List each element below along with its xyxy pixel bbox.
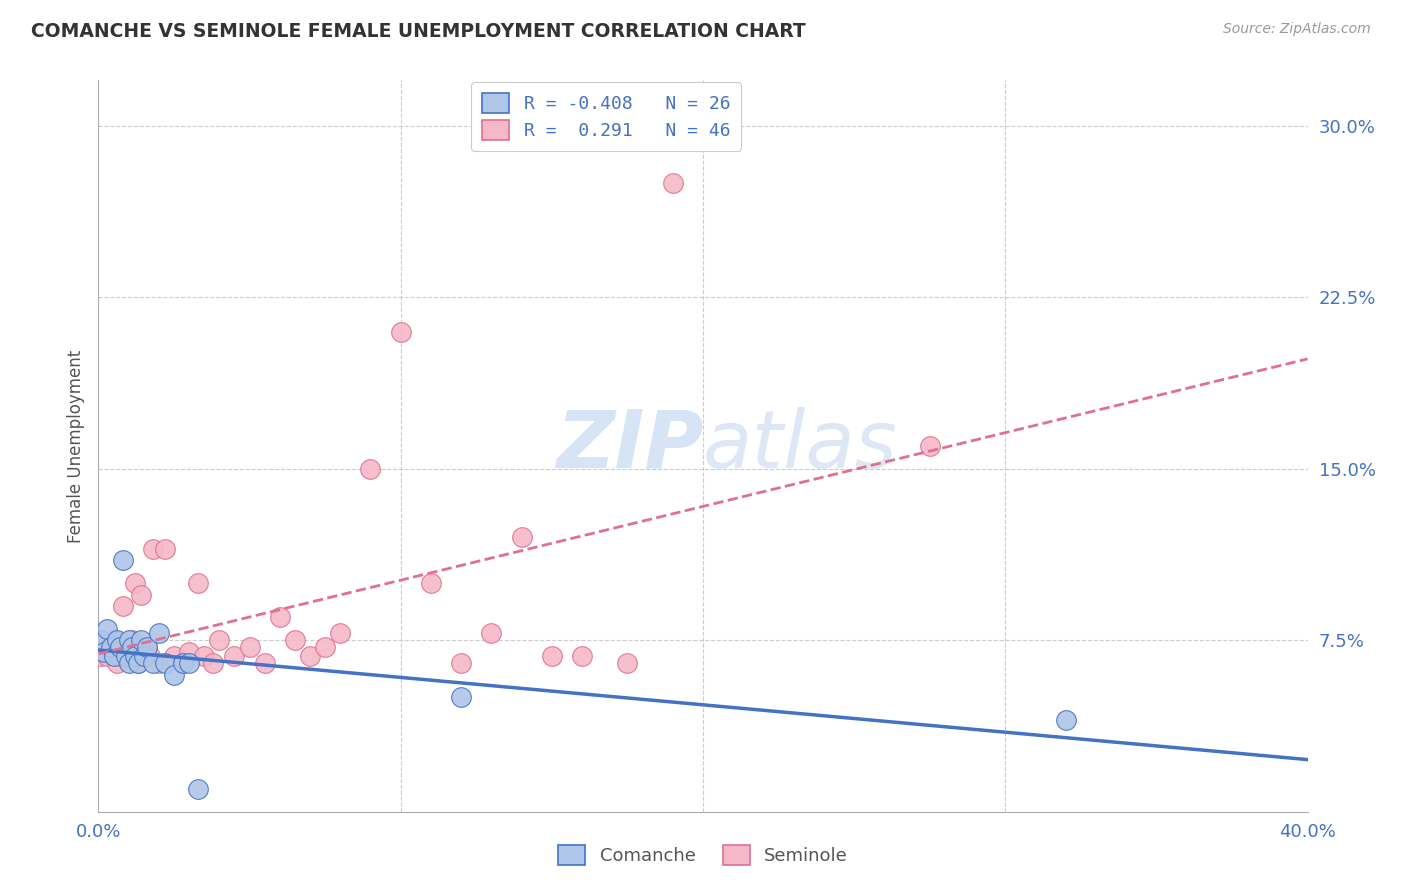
Point — [187, 781, 209, 796]
Point — [142, 656, 165, 670]
Point — [571, 649, 593, 664]
Point — [153, 541, 176, 556]
Point — [163, 667, 186, 681]
Point — [121, 640, 143, 655]
Point — [132, 649, 155, 664]
Point — [121, 633, 143, 648]
Point — [93, 640, 115, 655]
Point — [1054, 714, 1077, 728]
Text: atlas: atlas — [703, 407, 898, 485]
Point — [148, 626, 170, 640]
Text: Source: ZipAtlas.com: Source: ZipAtlas.com — [1223, 22, 1371, 37]
Point — [100, 640, 122, 655]
Legend: Comanche, Seminole: Comanche, Seminole — [551, 838, 855, 872]
Point — [360, 462, 382, 476]
Point — [420, 576, 443, 591]
Point — [103, 633, 125, 648]
Y-axis label: Female Unemployment: Female Unemployment — [66, 350, 84, 542]
Point — [918, 439, 941, 453]
Point — [100, 640, 122, 655]
Point — [450, 656, 472, 670]
Point — [187, 576, 209, 591]
Point — [111, 599, 134, 613]
Point — [114, 649, 136, 664]
Point — [510, 530, 533, 544]
Point — [105, 633, 128, 648]
Point — [314, 640, 336, 655]
Point — [389, 325, 412, 339]
Point — [139, 649, 162, 664]
Point — [118, 649, 141, 664]
Point — [202, 656, 225, 670]
Point — [239, 640, 262, 655]
Point — [481, 626, 503, 640]
Point — [124, 576, 146, 591]
Point — [450, 690, 472, 705]
Point — [132, 649, 155, 664]
Point — [127, 656, 149, 670]
Point — [193, 649, 215, 664]
Text: COMANCHE VS SEMINOLE FEMALE UNEMPLOYMENT CORRELATION CHART: COMANCHE VS SEMINOLE FEMALE UNEMPLOYMENT… — [31, 22, 806, 41]
Point — [108, 640, 131, 655]
Point — [127, 656, 149, 670]
Point — [111, 553, 134, 567]
Point — [269, 610, 291, 624]
Point — [135, 640, 157, 655]
Point — [96, 649, 118, 664]
Point — [129, 633, 152, 648]
Point — [208, 633, 231, 648]
Legend: R = -0.408   N = 26, R =  0.291   N = 46: R = -0.408 N = 26, R = 0.291 N = 46 — [471, 82, 741, 151]
Point — [329, 626, 352, 640]
Point — [118, 633, 141, 648]
Point — [129, 588, 152, 602]
Point — [90, 633, 112, 648]
Point — [163, 649, 186, 664]
Point — [153, 656, 176, 670]
Point — [103, 649, 125, 664]
Point — [179, 656, 201, 670]
Point — [179, 645, 201, 659]
Point — [108, 649, 131, 664]
Point — [148, 656, 170, 670]
Point — [253, 656, 276, 670]
Point — [96, 622, 118, 636]
Point — [616, 656, 638, 670]
Point — [135, 640, 157, 655]
Point — [540, 649, 562, 664]
Point — [172, 656, 194, 670]
Point — [105, 656, 128, 670]
Text: ZIP: ZIP — [555, 407, 703, 485]
Point — [284, 633, 307, 648]
Point — [142, 541, 165, 556]
Point — [299, 649, 322, 664]
Point — [224, 649, 246, 664]
Point — [118, 656, 141, 670]
Point — [172, 656, 194, 670]
Point — [661, 176, 683, 190]
Point — [124, 649, 146, 664]
Point — [93, 645, 115, 659]
Point — [114, 640, 136, 655]
Point — [90, 649, 112, 664]
